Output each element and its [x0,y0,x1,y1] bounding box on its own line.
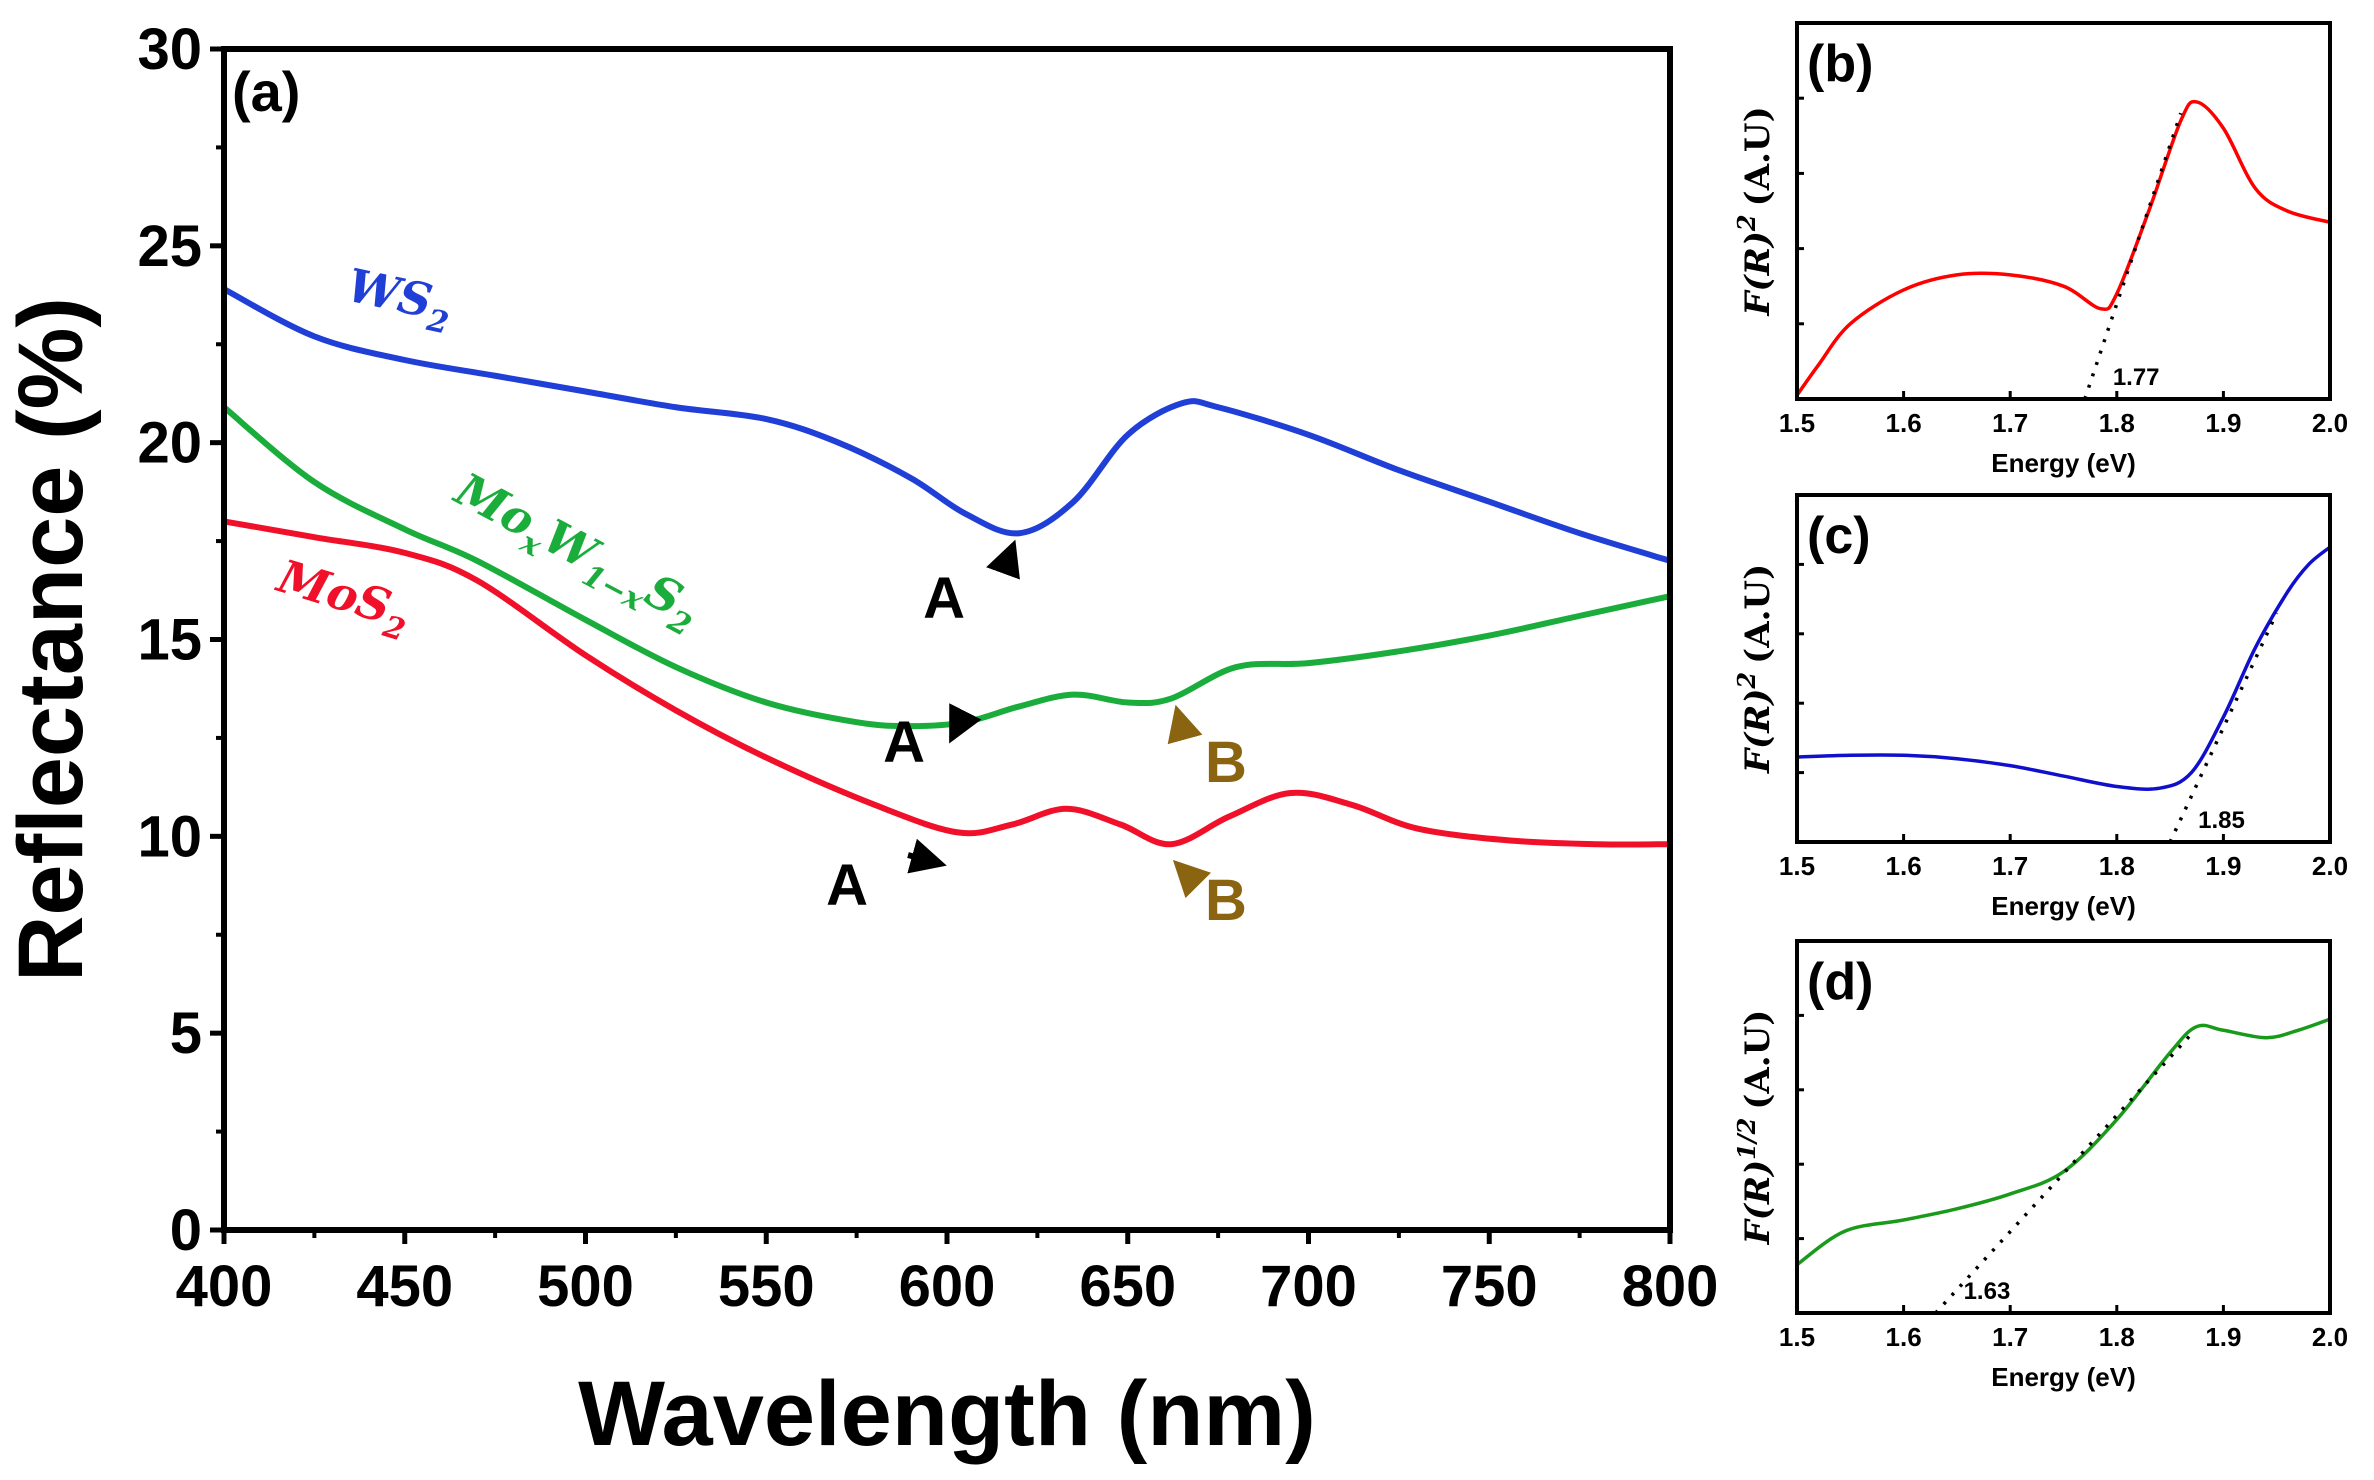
panel-b: 1.5 1.6 1.7 1.8 1.9 2.0 Energy (eV) (b) 1.77 F(R)… [1732,21,2348,478]
annotation-arrow [1172,859,1212,899]
annotation-arrow [1167,704,1203,745]
y-axis-title-main: F(R) [1738,231,1778,317]
y-axis-title-unit: (A.U) [1738,106,1778,206]
x-tick-label: 550 [718,1254,815,1319]
y-axis-title-unit: (A.U) [1738,564,1778,664]
x-tick-label: 750 [1441,1254,1538,1319]
bandgap-label: 1.63 [1964,1278,2011,1305]
panel-frame [1795,939,2332,1315]
x-tick-label: 1.5 [1779,1322,1815,1352]
panel-curve [1795,1017,2331,1267]
series-label-ws2: WS2 [341,258,458,342]
bandgap-label: 1.85 [2198,807,2245,834]
panel-label: (b) [1807,35,1873,93]
panel-a: 400 450 500 550 600 650 700 750 800 0 5 10 15 20 25 30 W… [0,17,1718,1465]
annotation-label: B [1205,730,1247,795]
y-axis-title-exponent: 2 [1732,672,1761,690]
tangent-line [2083,112,2183,400]
x-tick-label: 1.6 [1886,851,1922,881]
x-tick-label: 450 [356,1254,453,1319]
y-axis-title-main: F(R) [1738,1160,1778,1246]
x-tick-label: 700 [1260,1254,1357,1319]
panel-label: (d) [1807,953,1873,1011]
annotation-arrow [986,539,1020,580]
panel-label: (a) [232,60,300,123]
y-axis-title: F(R)2 (A.U) [1732,564,1778,774]
y-axis-title-main: F(R) [1738,689,1778,775]
y-axis-title: F(R)1/2 (A.U) [1732,1010,1778,1246]
label-text: WS [343,258,437,328]
y-axis-title-unit: (A.U) [1738,1010,1778,1110]
x-tick-label: 500 [537,1254,634,1319]
x-tick-label: 1.6 [1886,1322,1922,1352]
y-axis-title: Reflectance (%) [0,297,102,982]
y-tick-label: 10 [137,804,202,869]
y-tick-label: 15 [137,608,202,673]
bandgap-label: 1.77 [2113,364,2160,391]
x-axis-title: Wavelength (nm) [578,1363,1316,1465]
x-tick-label: 600 [899,1254,996,1319]
x-axis-title: Energy (eV) [1991,448,2136,478]
x-axis-title: Energy (eV) [1991,891,2136,921]
x-tick-label: 650 [1079,1254,1176,1319]
y-axis-title-exponent: 1/2 [1732,1118,1761,1160]
x-tick-label: 2.0 [2312,1322,2348,1352]
annotation-label: B [1205,868,1247,933]
x-tick-label: 1.5 [1779,851,1815,881]
x-tick-label: 1.9 [2205,851,2241,881]
annotation-label: A [883,710,925,775]
annotation-arrow [907,838,947,874]
series-line-WS2 [222,286,1671,564]
panel-frame [1795,493,2332,844]
x-tick-label: 800 [1622,1254,1719,1319]
x-tick-label: 2.0 [2312,851,2348,881]
x-tick-label: 1.9 [2205,408,2241,438]
x-axis-title: Energy (eV) [1991,1362,2136,1392]
y-tick-label: 5 [170,1001,202,1066]
x-tick-label: 1.7 [1992,408,2028,438]
annotation-arrow [949,703,982,744]
x-tick-label: 2.0 [2312,408,2348,438]
series-line-MoS2 [223,518,1671,848]
panel-label: (c) [1807,507,1871,565]
x-tick-label: 1.8 [2099,408,2135,438]
x-tick-label: 1.8 [2099,1322,2135,1352]
panel-frame [1795,21,2332,401]
y-axis-title: F(R)2 (A.U) [1732,106,1778,316]
panel-curve [1796,545,2332,791]
y-axis-title-exponent: 2 [1732,214,1761,232]
x-tick-label: 1.8 [2099,851,2135,881]
annotation-label: A [923,566,965,631]
x-tick-label: 400 [176,1254,273,1319]
annotation-label: A [826,853,868,918]
panel-c: 1.5 1.6 1.7 1.8 1.9 2.0 Energy (eV) (c) 1.85 F(R)… [1732,493,2348,921]
panel-curve [1795,99,2331,397]
x-tick-label: 1.7 [1992,851,2028,881]
y-tick-label: 25 [137,214,202,279]
x-tick-label: 1.5 [1779,408,1815,438]
label-text: MoS [270,548,398,634]
x-tick-label: 1.7 [1992,1322,2028,1352]
y-tick-label: 20 [137,411,202,476]
panel-d: 1.5 1.6 1.7 1.8 1.9 2.0 Energy (eV) (d) 1.63 F(R)… [1732,939,2348,1392]
x-tick-label: 1.9 [2205,1322,2241,1352]
y-tick-label: 0 [170,1198,202,1263]
series-label-mos2: MoS2 [267,548,417,649]
x-tick-label: 1.6 [1886,408,1922,438]
y-tick-label: 30 [137,17,202,82]
